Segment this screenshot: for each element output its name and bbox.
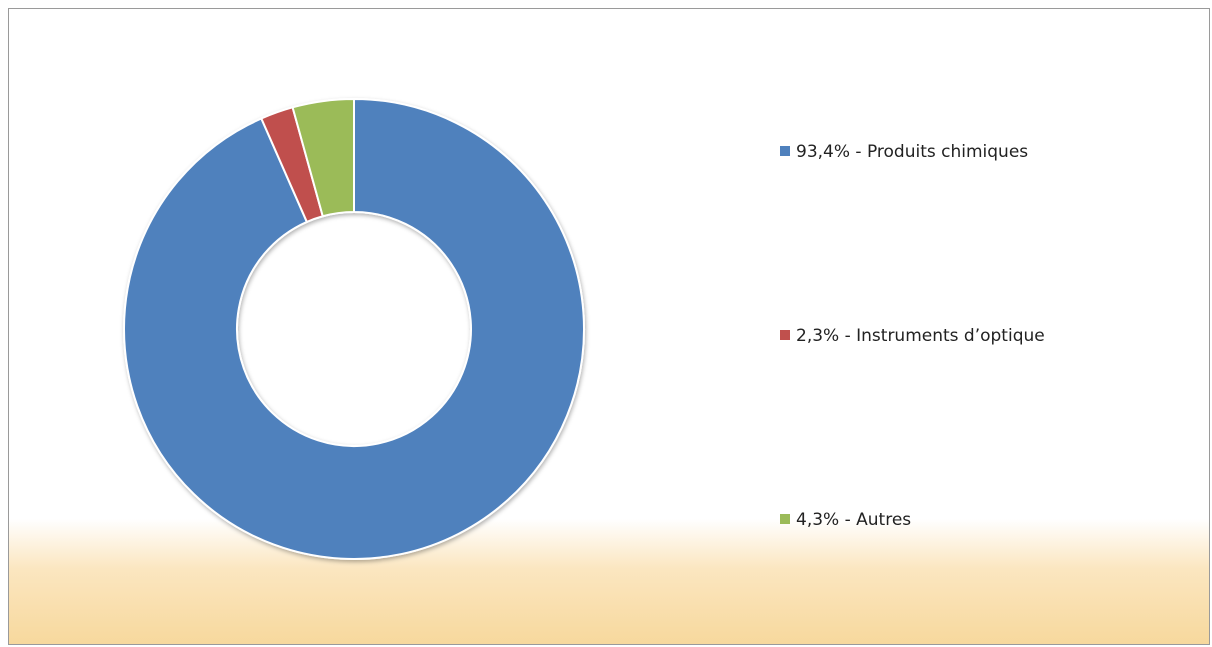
donut-slice — [291, 97, 355, 218]
legend-swatch — [780, 146, 790, 156]
legend-swatch — [780, 330, 790, 340]
legend-swatch — [780, 514, 790, 524]
legend-label: 93,4% - Produits chimiques — [796, 142, 1028, 162]
donut-slice — [123, 97, 585, 560]
legend-label: 4,3% - Autres — [796, 510, 911, 530]
donut — [123, 97, 585, 560]
legend-label: 2,3% - Instruments d’optique — [796, 326, 1045, 346]
